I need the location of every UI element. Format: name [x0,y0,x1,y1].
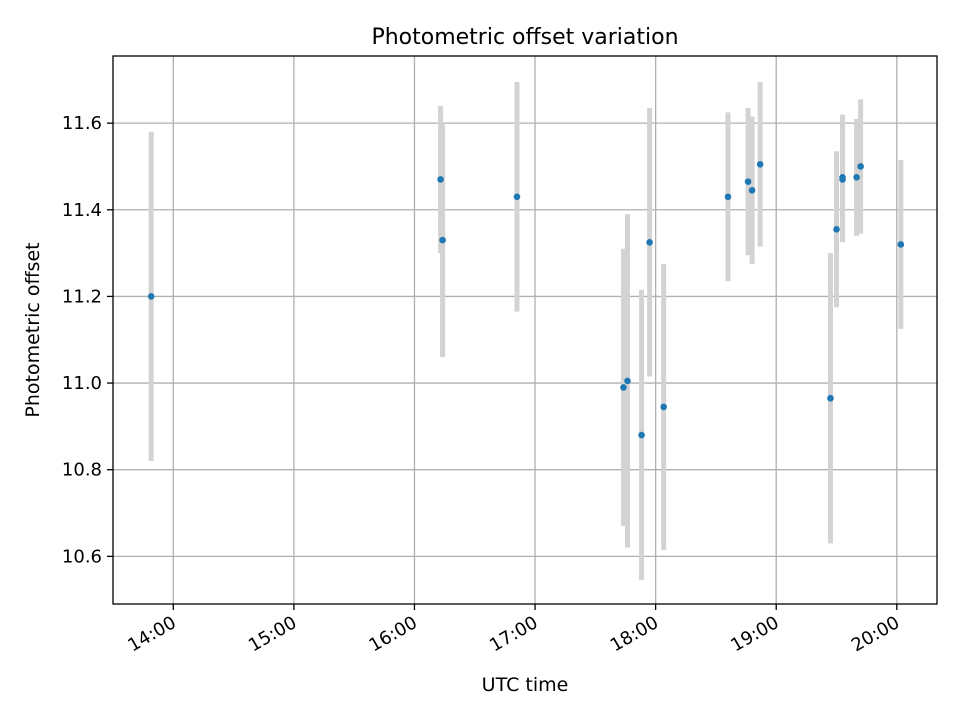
x-tick-label: 20:00 [848,612,903,656]
data-point [638,431,645,439]
data-point [646,238,653,246]
data-point [660,403,667,411]
data-point [620,384,627,391]
data-point [513,193,521,201]
x-tick-label: 19:00 [727,612,782,656]
y-tick-label: 11.0 [62,373,102,394]
x-tick-label: 17:00 [486,612,541,656]
grid-layer [113,56,937,604]
point-layer [147,161,905,439]
y-tick-label: 10.8 [62,460,102,481]
data-point [437,176,444,183]
data-point [744,178,752,185]
data-point [839,173,846,181]
data-point [147,293,155,300]
tick-layer: 14:00 15:00 16:00 17:00 18:00 19:00 20:00 10.6 1… [62,113,903,656]
x-tick-label: 16:00 [366,612,421,656]
data-point [827,394,834,402]
data-point [748,186,756,194]
errorbar-layer [148,81,904,581]
data-point [833,225,840,233]
y-tick-label: 11.6 [62,113,102,134]
data-point [624,377,631,385]
y-tick-label: 11.4 [62,200,102,221]
chart-title: Photometric offset variation [371,25,678,50]
y-tick-label: 10.6 [62,546,102,567]
data-point [756,161,764,168]
data-point [853,173,860,181]
data-point [897,241,905,248]
x-tick-label: 14:00 [124,612,179,656]
data-point [724,193,732,201]
data-point [439,236,446,244]
x-tick-label: 18:00 [607,612,662,656]
data-point [857,163,864,170]
plot-frame [112,55,938,605]
x-axis-label: UTC time [482,674,569,696]
y-tick-label: 11.2 [62,286,102,307]
x-tick-label: 15:00 [245,612,300,656]
y-axis-label: Photometric offset [22,242,44,417]
